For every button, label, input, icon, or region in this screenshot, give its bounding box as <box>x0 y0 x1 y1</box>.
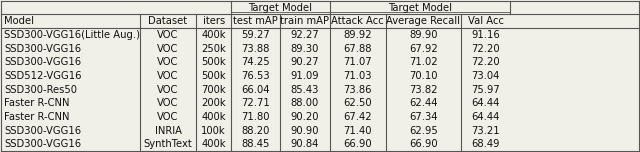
Text: 400k: 400k <box>202 112 226 122</box>
Text: 71.03: 71.03 <box>344 71 372 81</box>
Text: Model: Model <box>4 16 34 26</box>
Text: 90.20: 90.20 <box>291 112 319 122</box>
Text: 73.86: 73.86 <box>344 85 372 95</box>
Text: 67.92: 67.92 <box>409 44 438 54</box>
Text: Attack Acc: Attack Acc <box>332 16 384 26</box>
Text: 71.07: 71.07 <box>344 57 372 67</box>
Text: SSD300-VGG16: SSD300-VGG16 <box>4 126 81 136</box>
Text: iters: iters <box>202 16 225 26</box>
Text: 70.10: 70.10 <box>409 71 438 81</box>
Text: 92.27: 92.27 <box>291 30 319 40</box>
Text: 250k: 250k <box>202 44 226 54</box>
Text: 88.45: 88.45 <box>242 139 270 149</box>
Text: 85.43: 85.43 <box>291 85 319 95</box>
Text: 73.04: 73.04 <box>472 71 500 81</box>
Text: 73.82: 73.82 <box>409 85 438 95</box>
Text: 66.90: 66.90 <box>409 139 438 149</box>
Text: 91.16: 91.16 <box>471 30 500 40</box>
Text: 500k: 500k <box>202 57 226 67</box>
Text: VOC: VOC <box>157 44 179 54</box>
Text: SynthText: SynthText <box>143 139 193 149</box>
Text: SSD300-Res50: SSD300-Res50 <box>4 85 77 95</box>
Text: 89.92: 89.92 <box>344 30 372 40</box>
Text: 67.88: 67.88 <box>344 44 372 54</box>
Text: Val Acc: Val Acc <box>468 16 504 26</box>
Text: 73.21: 73.21 <box>472 126 500 136</box>
Text: Target Model: Target Model <box>248 3 312 13</box>
Text: 89.30: 89.30 <box>291 44 319 54</box>
Text: 64.44: 64.44 <box>472 98 500 108</box>
Text: 76.53: 76.53 <box>241 71 270 81</box>
Text: INRIA: INRIA <box>154 126 182 136</box>
Text: 67.34: 67.34 <box>409 112 438 122</box>
Text: 91.09: 91.09 <box>291 71 319 81</box>
Text: 90.90: 90.90 <box>291 126 319 136</box>
Text: 89.90: 89.90 <box>409 30 438 40</box>
Text: VOC: VOC <box>157 98 179 108</box>
Text: VOC: VOC <box>157 71 179 81</box>
Text: SSD300-VGG16: SSD300-VGG16 <box>4 57 81 67</box>
Text: 71.80: 71.80 <box>241 112 270 122</box>
Text: VOC: VOC <box>157 85 179 95</box>
Text: 68.49: 68.49 <box>472 139 500 149</box>
Text: 74.25: 74.25 <box>241 57 270 67</box>
Text: 66.04: 66.04 <box>241 85 270 95</box>
Text: 72.20: 72.20 <box>472 44 500 54</box>
Text: test mAP: test mAP <box>234 16 278 26</box>
Text: 400k: 400k <box>202 30 226 40</box>
Text: 62.95: 62.95 <box>409 126 438 136</box>
Text: 88.20: 88.20 <box>242 126 270 136</box>
Text: 66.90: 66.90 <box>344 139 372 149</box>
Text: 400k: 400k <box>202 139 226 149</box>
Text: 62.50: 62.50 <box>344 98 372 108</box>
Text: 64.44: 64.44 <box>472 112 500 122</box>
Text: 90.84: 90.84 <box>291 139 319 149</box>
Text: 73.88: 73.88 <box>242 44 270 54</box>
Text: Faster R-CNN: Faster R-CNN <box>4 98 69 108</box>
Text: VOC: VOC <box>157 112 179 122</box>
Text: 700k: 700k <box>202 85 226 95</box>
Text: Average Recall: Average Recall <box>387 16 460 26</box>
Text: Dataset: Dataset <box>148 16 188 26</box>
Text: 90.27: 90.27 <box>291 57 319 67</box>
Text: SSD300-VGG16: SSD300-VGG16 <box>4 44 81 54</box>
Text: Target Model: Target Model <box>388 3 452 13</box>
Text: 59.27: 59.27 <box>241 30 270 40</box>
Text: VOC: VOC <box>157 57 179 67</box>
Text: 200k: 200k <box>202 98 226 108</box>
Text: Faster R-CNN: Faster R-CNN <box>4 112 69 122</box>
Text: 67.42: 67.42 <box>344 112 372 122</box>
Text: 71.40: 71.40 <box>344 126 372 136</box>
Text: VOC: VOC <box>157 30 179 40</box>
Text: train mAP: train mAP <box>280 16 330 26</box>
Text: 500k: 500k <box>202 71 226 81</box>
Text: SSD512-VGG16: SSD512-VGG16 <box>4 71 81 81</box>
Text: 71.02: 71.02 <box>409 57 438 67</box>
Text: 72.71: 72.71 <box>241 98 270 108</box>
Text: 100k: 100k <box>202 126 226 136</box>
Text: 88.00: 88.00 <box>291 98 319 108</box>
Text: 75.97: 75.97 <box>471 85 500 95</box>
Text: SSD300-VGG16: SSD300-VGG16 <box>4 139 81 149</box>
Text: 72.20: 72.20 <box>472 57 500 67</box>
Text: 62.44: 62.44 <box>409 98 438 108</box>
Text: SSD300-VGG16(Little Aug.): SSD300-VGG16(Little Aug.) <box>4 30 140 40</box>
